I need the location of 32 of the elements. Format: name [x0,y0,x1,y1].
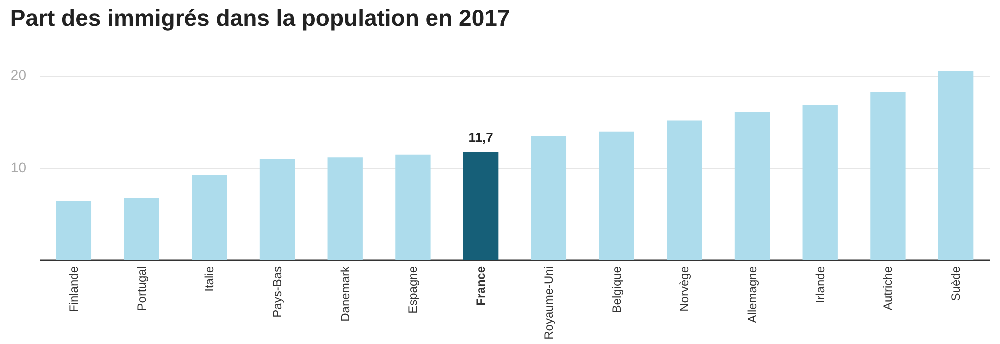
data-label: 11,7 [468,130,494,146]
x-tick-label: Finlande [66,266,81,313]
x-tick-label: Danemark [338,266,352,322]
x-tick-label: Allemagne [746,266,760,324]
x-tick-label: Irlande [813,266,828,304]
x-tick-label: Royaume-Uni [542,266,556,340]
x-tick-label: Portugal [134,266,149,312]
bar [396,154,431,260]
x-tick-label: Autriche [881,266,896,311]
bar [938,71,974,260]
y-tick-label: 10 [10,159,27,176]
x-tick-label: Pays-Bas [270,266,284,318]
bar [260,160,296,260]
bar [463,152,499,260]
x-tick-label: France [474,266,488,306]
bar [328,158,363,260]
chart-title: Part des immigrés dans la population en 2017 [10,5,510,31]
bar [870,92,906,260]
bar [124,198,160,260]
y-tick-label: 20 [10,67,27,84]
bar [56,200,92,260]
bar [192,175,228,260]
bar [599,132,634,260]
x-tick-label: Belgique [610,266,624,314]
x-tick-label: Suède [949,266,964,302]
x-tick-label: Italie [202,266,217,292]
bar [667,120,702,260]
bar [531,136,567,260]
x-tick-label: Norvège [678,266,692,312]
bar [734,112,770,260]
bar [802,105,838,260]
x-tick-label: Espagne [406,266,420,314]
